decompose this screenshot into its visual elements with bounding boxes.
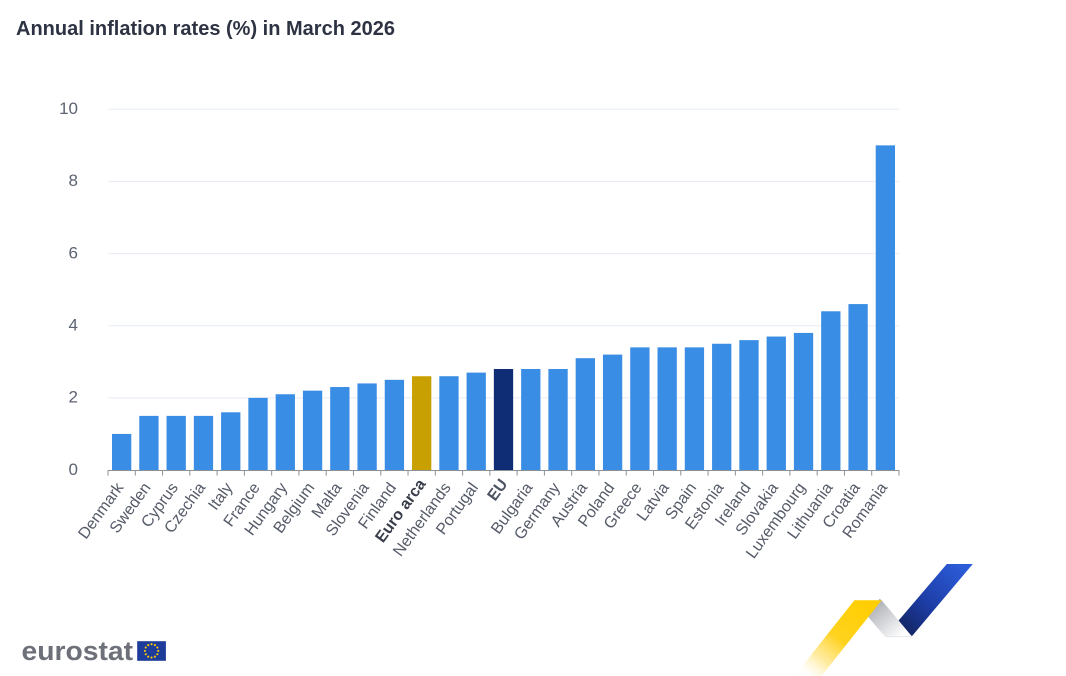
svg-text:10: 10 <box>59 99 78 118</box>
svg-text:eurostat: eurostat <box>22 636 134 666</box>
svg-text:2: 2 <box>69 388 78 407</box>
svg-text:Annual inflation rates (%) in: Annual inflation rates (%) in March 2026 <box>16 18 395 40</box>
svg-text:0: 0 <box>69 460 78 479</box>
svg-text:4: 4 <box>69 316 78 335</box>
svg-text:8: 8 <box>69 171 78 190</box>
svg-text:6: 6 <box>69 243 78 262</box>
